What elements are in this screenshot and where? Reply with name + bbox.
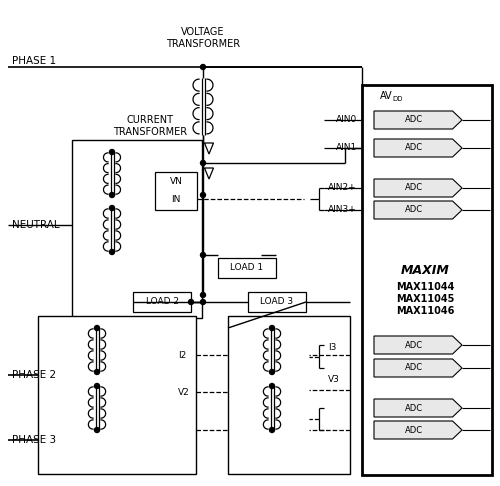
Polygon shape bbox=[374, 421, 462, 439]
Text: PHASE 1: PHASE 1 bbox=[12, 56, 56, 66]
Circle shape bbox=[270, 383, 274, 388]
Circle shape bbox=[200, 160, 205, 166]
Bar bbox=[133, 292, 191, 312]
Circle shape bbox=[94, 326, 100, 330]
Text: VOLTAGE
TRANSFORMER: VOLTAGE TRANSFORMER bbox=[166, 27, 240, 49]
Circle shape bbox=[200, 293, 205, 297]
Text: DD: DD bbox=[392, 96, 402, 102]
Bar bbox=[72, 140, 202, 318]
Text: I2: I2 bbox=[178, 350, 186, 360]
Text: LOAD 2: LOAD 2 bbox=[146, 297, 178, 307]
Circle shape bbox=[270, 428, 274, 433]
Text: MAX11046: MAX11046 bbox=[396, 306, 454, 316]
Text: AIN2+: AIN2+ bbox=[328, 184, 357, 192]
Text: LOAD 1: LOAD 1 bbox=[230, 263, 264, 273]
Circle shape bbox=[270, 369, 274, 375]
Polygon shape bbox=[374, 201, 462, 219]
Text: CURRENT
TRANSFORMER: CURRENT TRANSFORMER bbox=[113, 115, 187, 137]
Circle shape bbox=[110, 206, 114, 210]
Bar bbox=[228, 316, 350, 474]
Circle shape bbox=[270, 326, 274, 330]
Text: AV: AV bbox=[380, 91, 392, 101]
Circle shape bbox=[94, 383, 100, 388]
Text: ADC: ADC bbox=[404, 403, 422, 413]
Circle shape bbox=[188, 299, 194, 305]
Polygon shape bbox=[374, 359, 462, 377]
Text: ADC: ADC bbox=[404, 143, 422, 153]
Circle shape bbox=[200, 299, 205, 305]
Bar bbox=[248, 292, 306, 312]
Bar bbox=[362, 85, 492, 475]
Circle shape bbox=[110, 192, 114, 197]
Text: ADC: ADC bbox=[404, 426, 422, 434]
Bar bbox=[155, 172, 197, 210]
Text: ADC: ADC bbox=[404, 206, 422, 214]
Bar bbox=[218, 258, 276, 278]
Text: MAX11045: MAX11045 bbox=[396, 294, 454, 304]
Text: V2: V2 bbox=[178, 387, 190, 397]
Text: I3: I3 bbox=[328, 344, 336, 352]
Polygon shape bbox=[374, 139, 462, 157]
Text: LOAD 3: LOAD 3 bbox=[260, 297, 294, 307]
Text: PHASE 3: PHASE 3 bbox=[12, 435, 56, 445]
Circle shape bbox=[94, 369, 100, 375]
Polygon shape bbox=[374, 399, 462, 417]
Text: V3: V3 bbox=[328, 376, 340, 384]
Circle shape bbox=[110, 249, 114, 255]
Polygon shape bbox=[192, 143, 202, 154]
Circle shape bbox=[110, 150, 114, 155]
Text: AIN1: AIN1 bbox=[336, 143, 357, 153]
Text: MAXIM: MAXIM bbox=[400, 263, 450, 277]
Polygon shape bbox=[204, 143, 214, 154]
Polygon shape bbox=[374, 111, 462, 129]
Text: VN: VN bbox=[170, 176, 182, 186]
Polygon shape bbox=[192, 168, 202, 179]
Text: ADC: ADC bbox=[404, 116, 422, 124]
Circle shape bbox=[200, 192, 205, 197]
Polygon shape bbox=[374, 336, 462, 354]
Text: AIN0: AIN0 bbox=[336, 116, 357, 124]
Circle shape bbox=[94, 428, 100, 433]
Text: ADC: ADC bbox=[404, 184, 422, 192]
Circle shape bbox=[200, 65, 205, 69]
Text: PHASE 2: PHASE 2 bbox=[12, 370, 56, 380]
Text: ADC: ADC bbox=[404, 341, 422, 349]
Polygon shape bbox=[374, 179, 462, 197]
Text: MAX11044: MAX11044 bbox=[396, 282, 454, 292]
Text: IN: IN bbox=[172, 194, 180, 204]
Polygon shape bbox=[204, 168, 214, 179]
Text: ADC: ADC bbox=[404, 364, 422, 372]
Text: AIN3+: AIN3+ bbox=[328, 206, 357, 214]
Text: NEUTRAL: NEUTRAL bbox=[12, 220, 60, 230]
Bar bbox=[38, 316, 196, 474]
Circle shape bbox=[200, 253, 205, 258]
